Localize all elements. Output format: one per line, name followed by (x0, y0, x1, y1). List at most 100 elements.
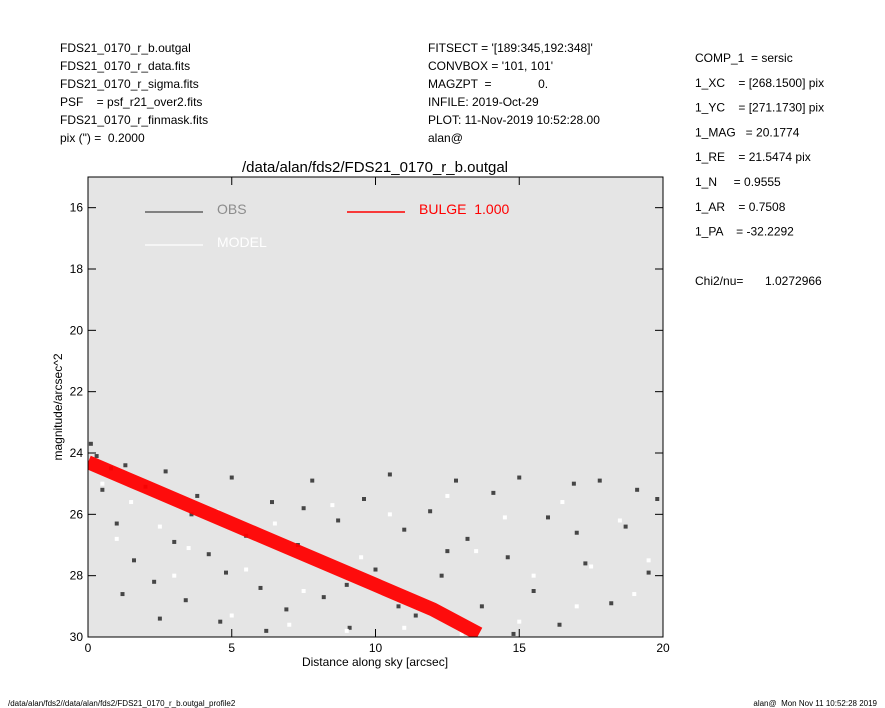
data-point (310, 478, 315, 483)
data-point (439, 573, 444, 578)
data-point (120, 592, 125, 597)
data-point (172, 539, 177, 544)
model-profile-band (88, 455, 483, 637)
data-point (157, 616, 162, 621)
legend-label: BULGE 1.000 (419, 201, 509, 217)
data-point (88, 441, 93, 446)
data-point (362, 497, 366, 501)
fit-parameter: 1_MAG = 20.1774 (695, 125, 800, 139)
plot-marks (88, 441, 660, 637)
data-point (574, 530, 579, 535)
data-point (632, 592, 637, 597)
data-point (129, 500, 134, 505)
header-middle-line: alan@ (428, 131, 463, 145)
data-point (583, 561, 588, 566)
data-point (206, 552, 211, 557)
data-point (123, 463, 128, 468)
footer-path: /data/alan/fds2//data/alan/fds2/FDS21_01… (8, 699, 236, 708)
data-point (359, 555, 364, 560)
data-point (511, 631, 516, 636)
data-point (195, 493, 200, 498)
header-middle-line: CONVBOX = '101, 101' (428, 59, 553, 73)
data-point (597, 478, 602, 483)
data-point (428, 509, 433, 514)
data-point (479, 604, 484, 609)
header-left-line: PSF = psf_r21_over2.fits (60, 95, 202, 109)
fit-parameter: 1_YC = [271.1730] pix (695, 101, 824, 115)
data-point (186, 546, 191, 551)
data-point (617, 518, 622, 523)
header-left-line: pix (") = 0.2000 (60, 131, 145, 145)
fit-parameter: 1_XC = [268.1500] pix (695, 76, 824, 90)
y-tick-label: 18 (70, 262, 84, 276)
data-point (531, 589, 536, 593)
data-point (183, 598, 188, 603)
y-tick-label: 28 (70, 569, 84, 583)
x-tick-label: 20 (656, 641, 670, 655)
data-point (344, 628, 349, 633)
data-point (172, 573, 177, 578)
data-point (505, 555, 510, 560)
data-point (655, 497, 660, 501)
y-tick-label: 30 (70, 630, 84, 644)
data-point (347, 625, 352, 630)
header-left-line: FDS21_0170_r_finmask.fits (60, 113, 208, 127)
data-point (502, 515, 507, 520)
header-left-line: FDS21_0170_r_b.outgal (60, 41, 191, 55)
footer-user-date: alan@ Mon Nov 11 10:52:28 2019 (753, 699, 877, 708)
data-point (224, 570, 228, 575)
data-point (100, 481, 105, 486)
data-point (413, 613, 418, 618)
data-point (517, 619, 522, 624)
fit-parameter: 1_PA = -32.2292 (695, 225, 794, 239)
header-middle-line: INFILE: 2019-Oct-29 (428, 95, 539, 109)
plot-background (88, 177, 663, 637)
data-point (560, 500, 565, 505)
fit-parameter: 1_N = 0.9555 (695, 175, 781, 189)
data-point (100, 487, 105, 492)
header-middle-line: MAGZPT = 0. (428, 77, 548, 91)
data-point (589, 564, 594, 569)
chi2-value: 1.0272966 (765, 274, 822, 288)
data-point (454, 478, 458, 483)
data-point (114, 521, 119, 526)
data-point (459, 631, 464, 636)
y-tick-label: 26 (70, 507, 84, 521)
data-point (574, 604, 579, 609)
data-point (229, 475, 234, 480)
data-point (445, 493, 450, 498)
data-point (270, 500, 274, 505)
data-point (646, 570, 651, 575)
data-point (531, 573, 536, 578)
data-point (330, 503, 335, 508)
data-point (301, 589, 306, 593)
data-point (163, 469, 168, 474)
data-point (321, 595, 326, 600)
data-point (445, 549, 450, 554)
data-point (635, 487, 640, 492)
x-tick-label: 5 (228, 641, 235, 655)
header-left-line: FDS21_0170_r_sigma.fits (60, 77, 199, 91)
data-point (646, 558, 651, 563)
data-point (557, 622, 562, 627)
data-point (387, 472, 392, 477)
x-axis-label: Distance along sky [arcsec] (302, 655, 448, 669)
data-point (474, 549, 479, 554)
data-point (336, 518, 341, 523)
data-point (465, 536, 470, 541)
data-point (94, 454, 99, 459)
y-tick-label: 16 (70, 201, 84, 215)
data-point (571, 481, 576, 486)
data-point (373, 567, 378, 572)
data-point (387, 512, 392, 517)
data-point (517, 475, 522, 480)
header-middle-line: FITSECT = '[189:345,192:348]' (428, 41, 593, 55)
y-tick-label: 22 (70, 385, 84, 399)
data-point (491, 490, 496, 495)
fit-parameter: 1_AR = 0.7508 (695, 200, 786, 214)
data-point (284, 607, 289, 612)
data-point (546, 515, 550, 520)
fit-parameter: COMP_1 = sersic (695, 51, 793, 65)
chi2-label: Chi2/nu= (695, 274, 743, 288)
